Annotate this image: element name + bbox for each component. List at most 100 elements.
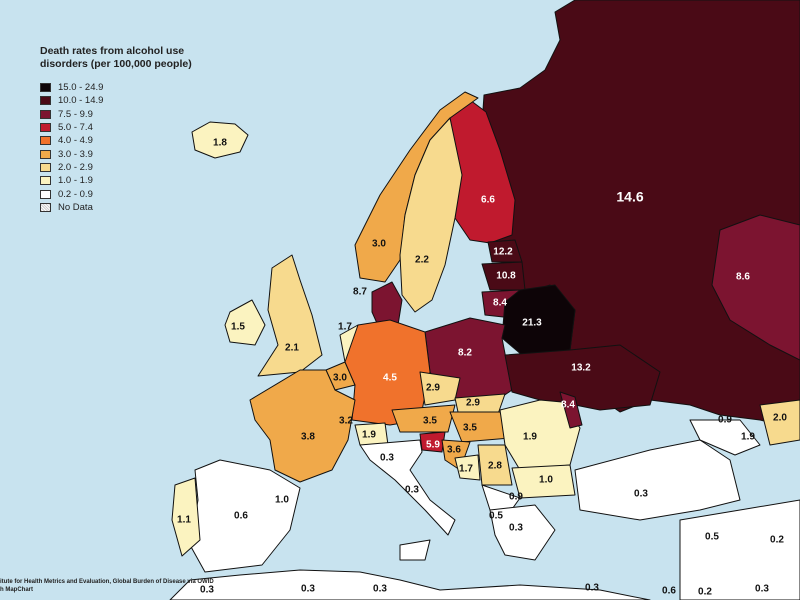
legend-item: 1.0 - 1.9 — [40, 174, 200, 187]
value-label: 3.5 — [423, 416, 437, 427]
region — [359, 439, 456, 536]
legend-label: 2.0 - 2.9 — [58, 161, 93, 173]
region — [171, 477, 201, 557]
value-label: 2.9 — [466, 398, 480, 409]
value-label: 1.5 — [231, 322, 245, 333]
value-label: 2.0 — [773, 413, 787, 424]
region — [419, 431, 446, 453]
legend-swatch — [40, 189, 51, 199]
region — [501, 284, 576, 356]
legend-item: 15.0 - 24.9 — [40, 81, 200, 94]
region — [504, 344, 661, 411]
legend-label: 4.0 - 4.9 — [58, 135, 93, 147]
value-label: 21.3 — [522, 318, 542, 329]
value-label: 1.1 — [177, 515, 191, 526]
value-label: 3.8 — [301, 432, 315, 443]
value-label: 0.3 — [200, 585, 214, 596]
value-label: 1.0 — [539, 475, 553, 486]
legend-swatch — [40, 83, 51, 93]
value-label: 12.2 — [493, 247, 513, 258]
value-label: 3.6 — [447, 445, 461, 456]
value-label: 0.3 — [585, 583, 599, 594]
legend-label: 10.0 - 14.9 — [58, 95, 104, 107]
region — [399, 539, 431, 561]
value-label: 0.6 — [234, 511, 248, 522]
region — [391, 404, 456, 433]
value-label: 0.3 — [380, 453, 394, 464]
value-label: 2.9 — [426, 383, 440, 394]
value-label: 3.2 — [339, 416, 353, 427]
legend-item: 0.2 - 0.9 — [40, 187, 200, 200]
value-label: 1.7 — [338, 322, 352, 333]
value-label: 14.6 — [616, 189, 643, 205]
value-label: 1.9 — [362, 430, 376, 441]
value-label: 0.3 — [509, 523, 523, 534]
value-label: 3.0 — [372, 239, 386, 250]
region — [689, 419, 761, 456]
value-label: 0.6 — [662, 586, 676, 597]
legend-label: 5.0 - 7.4 — [58, 122, 93, 134]
legend-item: No Data — [40, 201, 200, 214]
value-label: 0.3 — [634, 489, 648, 500]
value-label: 13.2 — [571, 363, 591, 374]
value-label: 0.9 — [509, 492, 523, 503]
region — [711, 214, 800, 361]
value-label: 0.3 — [301, 584, 315, 595]
value-label: 2.2 — [415, 255, 429, 266]
value-label: 0.3 — [405, 485, 419, 496]
value-label: 0.2 — [698, 587, 712, 598]
legend-item: 10.0 - 14.9 — [40, 94, 200, 107]
value-label: 10.8 — [496, 271, 516, 282]
legend-swatch — [40, 149, 51, 159]
value-label: 0.3 — [755, 584, 769, 595]
legend-swatch — [40, 109, 51, 119]
region — [169, 569, 651, 600]
legend-item: 5.0 - 7.4 — [40, 121, 200, 134]
region — [249, 369, 356, 483]
legend-label: 7.5 - 9.9 — [58, 108, 93, 120]
value-label: 2.8 — [488, 461, 502, 472]
region — [679, 499, 800, 600]
legend-label: No Data — [58, 201, 93, 213]
region — [399, 117, 463, 313]
legend-swatch — [40, 96, 51, 106]
legend-swatch — [40, 202, 51, 212]
legend-swatch — [40, 123, 51, 133]
value-label: 8.6 — [736, 272, 750, 283]
value-label: 8.2 — [458, 348, 472, 359]
region — [511, 464, 576, 499]
value-label: 1.7 — [459, 464, 473, 475]
legend-items: 15.0 - 24.9 10.0 - 14.9 7.5 - 9.9 5.0 - 7.4… — [40, 81, 200, 214]
legend-swatch — [40, 136, 51, 146]
value-label: 0.2 — [770, 535, 784, 546]
region — [759, 399, 800, 446]
region — [574, 439, 741, 521]
region — [454, 393, 506, 415]
value-label: 8.4 — [561, 400, 575, 411]
legend-item: 4.0 - 4.9 — [40, 134, 200, 147]
legend: Death rates from alcohol use disorders (… — [40, 45, 200, 214]
value-label: 5.9 — [426, 440, 440, 451]
source-line: h MapChart — [0, 587, 33, 593]
value-label: 8.4 — [493, 298, 507, 309]
value-label: 1.0 — [275, 495, 289, 506]
region — [191, 121, 249, 159]
value-label: 1.9 — [741, 432, 755, 443]
value-label: 6.6 — [481, 195, 495, 206]
source: itute for Health Metrics and Evaluation,… — [0, 578, 214, 594]
value-label: 4.5 — [383, 373, 397, 384]
region — [224, 299, 266, 346]
legend-item: 2.0 - 2.9 — [40, 161, 200, 174]
legend-label: 1.0 - 1.9 — [58, 175, 93, 187]
region — [499, 399, 581, 471]
value-label: 0.5 — [489, 511, 503, 522]
value-label: 8.7 — [353, 287, 367, 298]
source-line: itute for Health Metrics and Evaluation,… — [0, 579, 214, 585]
legend-item: 7.5 - 9.9 — [40, 108, 200, 121]
region — [559, 391, 583, 429]
legend-label: 3.0 - 3.9 — [58, 148, 93, 160]
region — [454, 454, 481, 481]
legend-label: 0.2 - 0.9 — [58, 188, 93, 200]
